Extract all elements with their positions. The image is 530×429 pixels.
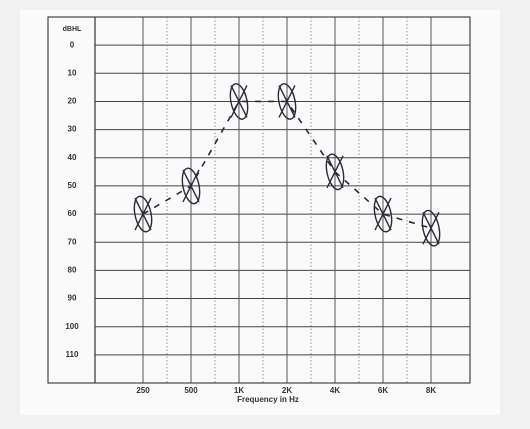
marker-stroke xyxy=(230,85,248,118)
x-tick-label: 6K xyxy=(378,386,388,395)
x-marker xyxy=(373,195,393,233)
x-marker xyxy=(421,209,441,247)
marker-stroke xyxy=(182,169,200,203)
x-axis-label: Frequency in Hz xyxy=(237,395,299,404)
y-tick-label: 100 xyxy=(65,322,79,331)
marker-stroke xyxy=(134,197,152,231)
x-tick-label: 250 xyxy=(136,386,150,395)
marker-circle xyxy=(181,167,201,205)
marker-stroke xyxy=(278,85,296,118)
y-tick-label: 50 xyxy=(68,181,77,190)
y-tick-label: 0 xyxy=(70,40,75,49)
y-tick-label: 30 xyxy=(68,125,77,134)
marker-circle xyxy=(133,195,153,233)
x-marker xyxy=(133,195,153,233)
y-tick-label: 70 xyxy=(68,237,77,246)
y-tick-label: 10 xyxy=(68,68,77,77)
y-tick-label: 80 xyxy=(68,265,77,274)
y-tick-label: 20 xyxy=(68,97,77,106)
marker-stroke xyxy=(326,155,344,189)
y-tick-label: 90 xyxy=(68,294,77,303)
x-tick-label: 2K xyxy=(282,386,292,395)
sheet xyxy=(20,10,500,415)
y-axis-label: dBHL xyxy=(63,26,82,33)
marker-circle xyxy=(325,153,345,191)
x-tick-label: 8K xyxy=(426,386,436,395)
marker-circle xyxy=(421,209,441,247)
y-tick-label: 110 xyxy=(66,350,79,359)
chart-frame xyxy=(47,16,471,384)
x-tick-label: 4K xyxy=(330,386,340,395)
x-marker xyxy=(181,167,201,205)
y-tick-label: 60 xyxy=(68,209,77,218)
x-tick-label: 1K xyxy=(234,386,244,395)
marker-circle xyxy=(373,195,393,233)
marker-stroke xyxy=(422,211,440,245)
marker-stroke xyxy=(374,197,392,231)
x-marker xyxy=(325,153,345,191)
marker-circle xyxy=(229,83,249,120)
x-tick-label: 500 xyxy=(184,386,198,395)
x-marker xyxy=(229,83,249,120)
x-marker xyxy=(277,83,297,120)
marker-circle xyxy=(277,83,297,120)
y-tick-label: 40 xyxy=(68,153,77,162)
